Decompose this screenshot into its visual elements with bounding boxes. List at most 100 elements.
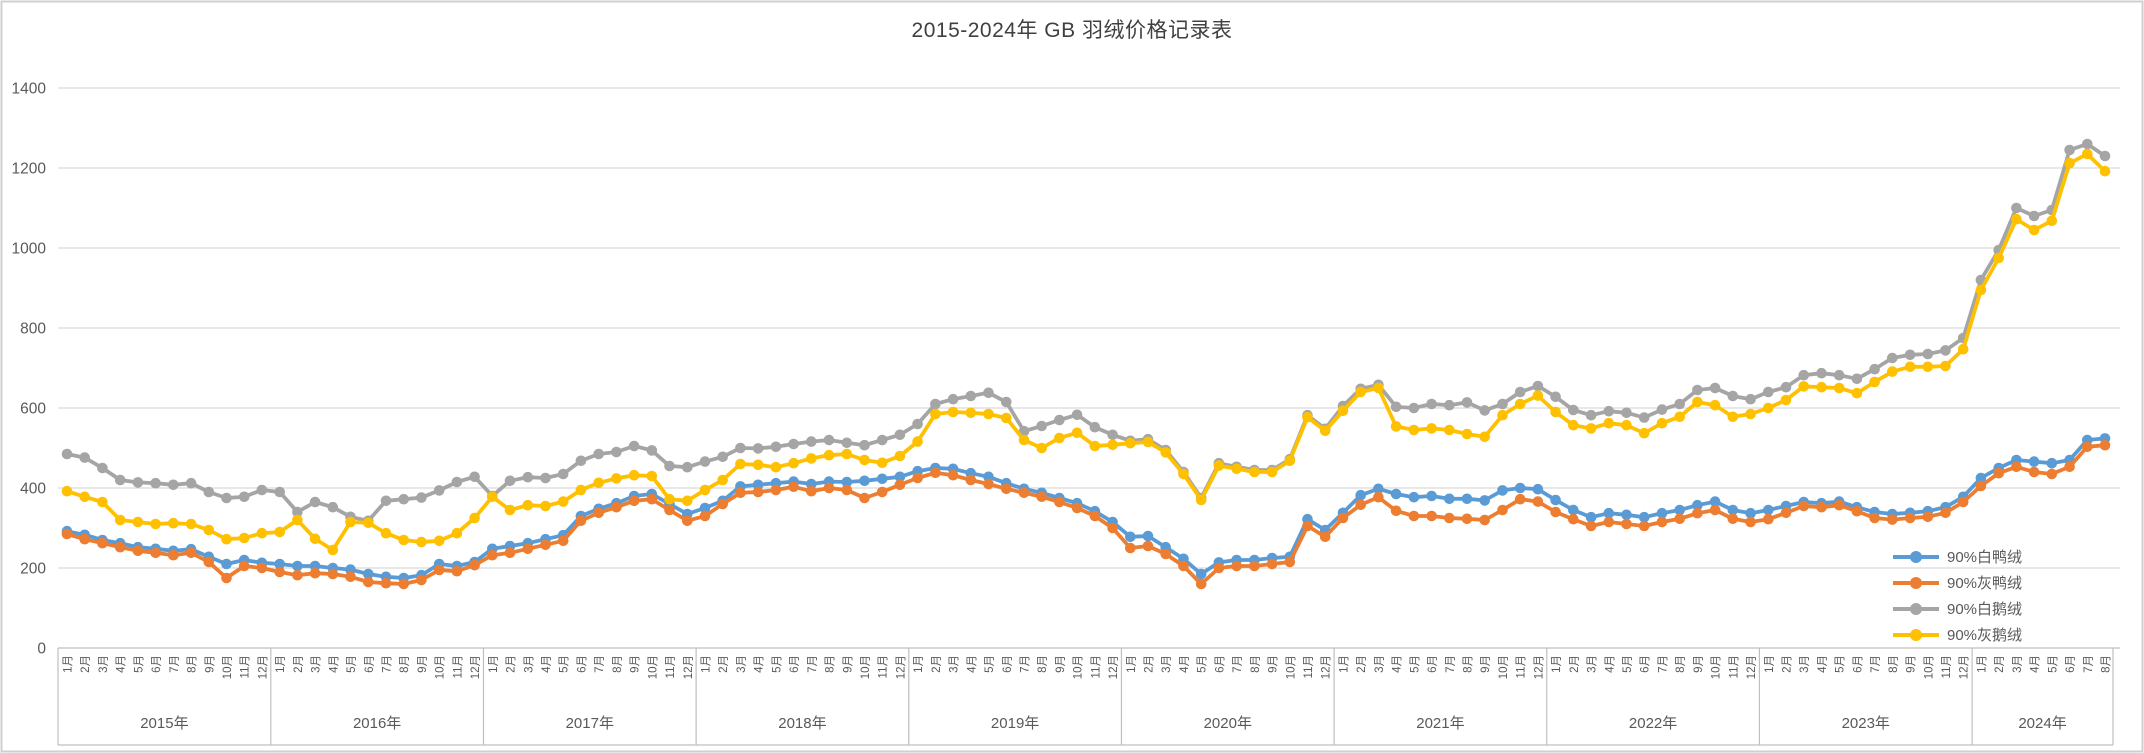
marker-grey-duck[interactable]	[593, 507, 604, 519]
marker-grey-goose[interactable]	[575, 484, 587, 496]
marker-grey-duck[interactable]	[664, 504, 675, 516]
marker-grey-goose[interactable]	[1656, 417, 1668, 429]
marker-grey-goose[interactable]	[735, 458, 746, 470]
marker-white-goose[interactable]	[983, 387, 994, 399]
marker-grey-duck[interactable]	[1390, 505, 1402, 517]
marker-grey-goose[interactable]	[1054, 432, 1065, 444]
marker-grey-goose[interactable]	[1249, 466, 1260, 478]
marker-white-goose[interactable]	[1621, 407, 1632, 419]
marker-grey-goose[interactable]	[1160, 447, 1171, 458]
marker-grey-goose[interactable]	[1142, 436, 1154, 448]
marker-grey-duck[interactable]	[735, 487, 746, 499]
marker-grey-goose[interactable]	[451, 527, 463, 539]
marker-grey-goose[interactable]	[97, 496, 108, 508]
marker-grey-goose[interactable]	[1036, 442, 1047, 454]
marker-white-goose[interactable]	[2011, 202, 2022, 214]
marker-white-goose[interactable]	[593, 448, 604, 460]
marker-white-duck[interactable]	[1763, 504, 1774, 516]
marker-white-duck[interactable]	[1674, 504, 1685, 516]
marker-grey-goose[interactable]	[168, 517, 179, 529]
marker-grey-goose[interactable]	[327, 544, 339, 556]
marker-grey-goose[interactable]	[1178, 468, 1189, 480]
marker-grey-goose[interactable]	[1745, 408, 1756, 420]
marker-white-duck[interactable]	[1692, 499, 1703, 511]
marker-white-goose[interactable]	[770, 441, 782, 453]
marker-white-duck[interactable]	[1426, 490, 1437, 502]
marker-white-duck[interactable]	[1568, 504, 1579, 516]
marker-white-goose[interactable]	[947, 393, 959, 405]
marker-grey-goose[interactable]	[1940, 360, 1951, 372]
marker-white-duck[interactable]	[894, 471, 906, 483]
marker-grey-duck[interactable]	[1568, 513, 1579, 525]
marker-white-goose[interactable]	[575, 455, 587, 467]
marker-white-goose[interactable]	[185, 477, 197, 489]
marker-grey-goose[interactable]	[221, 533, 232, 545]
marker-grey-goose[interactable]	[256, 527, 268, 539]
marker-white-goose[interactable]	[1408, 402, 1420, 414]
marker-grey-duck[interactable]	[1692, 507, 1703, 519]
marker-grey-goose[interactable]	[1461, 428, 1473, 440]
marker-grey-duck[interactable]	[1851, 505, 1863, 517]
marker-white-goose[interactable]	[433, 485, 445, 496]
marker-grey-goose[interactable]	[930, 408, 941, 420]
marker-grey-duck[interactable]	[221, 572, 232, 584]
marker-white-duck[interactable]	[1727, 504, 1739, 516]
marker-grey-duck[interactable]	[114, 541, 126, 553]
marker-grey-goose[interactable]	[611, 473, 622, 484]
marker-grey-goose[interactable]	[1568, 419, 1579, 431]
marker-grey-goose[interactable]	[806, 453, 817, 464]
marker-white-goose[interactable]	[894, 429, 906, 441]
marker-grey-duck[interactable]	[504, 547, 516, 559]
marker-white-goose[interactable]	[292, 506, 303, 518]
marker-grey-duck[interactable]	[788, 481, 799, 493]
marker-grey-goose[interactable]	[469, 512, 480, 524]
marker-grey-duck[interactable]	[1479, 514, 1490, 526]
marker-grey-goose[interactable]	[398, 534, 410, 546]
marker-white-duck[interactable]	[1585, 511, 1597, 523]
marker-grey-duck[interactable]	[1071, 502, 1083, 514]
marker-grey-goose[interactable]	[876, 457, 888, 469]
marker-grey-duck[interactable]	[61, 528, 73, 540]
marker-grey-goose[interactable]	[894, 450, 906, 462]
marker-white-goose[interactable]	[806, 436, 817, 447]
marker-grey-duck[interactable]	[185, 547, 197, 559]
marker-grey-duck[interactable]	[416, 574, 427, 586]
marker-grey-goose[interactable]	[2099, 165, 2111, 177]
marker-grey-duck[interactable]	[1957, 496, 1969, 508]
marker-grey-duck[interactable]	[203, 556, 215, 568]
marker-grey-goose[interactable]	[1266, 466, 1278, 478]
marker-grey-duck[interactable]	[717, 498, 728, 510]
marker-white-duck[interactable]	[841, 476, 853, 488]
marker-white-duck[interactable]	[859, 475, 870, 487]
marker-grey-duck[interactable]	[699, 510, 711, 522]
marker-grey-goose[interactable]	[682, 495, 693, 507]
marker-grey-goose[interactable]	[433, 535, 445, 547]
marker-grey-duck[interactable]	[433, 564, 445, 576]
marker-grey-duck[interactable]	[292, 569, 303, 581]
marker-grey-goose[interactable]	[664, 493, 675, 505]
marker-white-goose[interactable]	[1036, 420, 1047, 432]
marker-grey-duck[interactable]	[2011, 461, 2022, 473]
marker-grey-duck[interactable]	[1993, 467, 2004, 479]
marker-white-goose[interactable]	[79, 452, 90, 463]
legend-item-white-goose[interactable]: 90%白鹅绒	[1893, 599, 2022, 618]
marker-grey-goose[interactable]	[1497, 409, 1508, 421]
marker-white-goose[interactable]	[1727, 390, 1739, 402]
marker-white-goose[interactable]	[841, 437, 853, 449]
marker-grey-duck[interactable]	[1373, 491, 1384, 503]
marker-white-goose[interactable]	[327, 501, 339, 513]
marker-grey-goose[interactable]	[1851, 387, 1863, 399]
marker-white-duck[interactable]	[1461, 493, 1473, 505]
marker-white-duck[interactable]	[1550, 494, 1561, 506]
marker-grey-goose[interactable]	[947, 406, 959, 418]
marker-grey-goose[interactable]	[1798, 381, 1809, 392]
marker-grey-duck[interactable]	[646, 493, 658, 505]
marker-grey-goose[interactable]	[380, 527, 392, 539]
marker-grey-goose[interactable]	[1319, 425, 1331, 437]
marker-grey-goose[interactable]	[2046, 215, 2058, 227]
marker-white-goose[interactable]	[1638, 412, 1650, 423]
marker-grey-goose[interactable]	[1993, 252, 2004, 264]
marker-white-duck[interactable]	[1125, 531, 1136, 543]
marker-grey-duck[interactable]	[1709, 504, 1721, 516]
marker-white-duck[interactable]	[1621, 509, 1632, 521]
